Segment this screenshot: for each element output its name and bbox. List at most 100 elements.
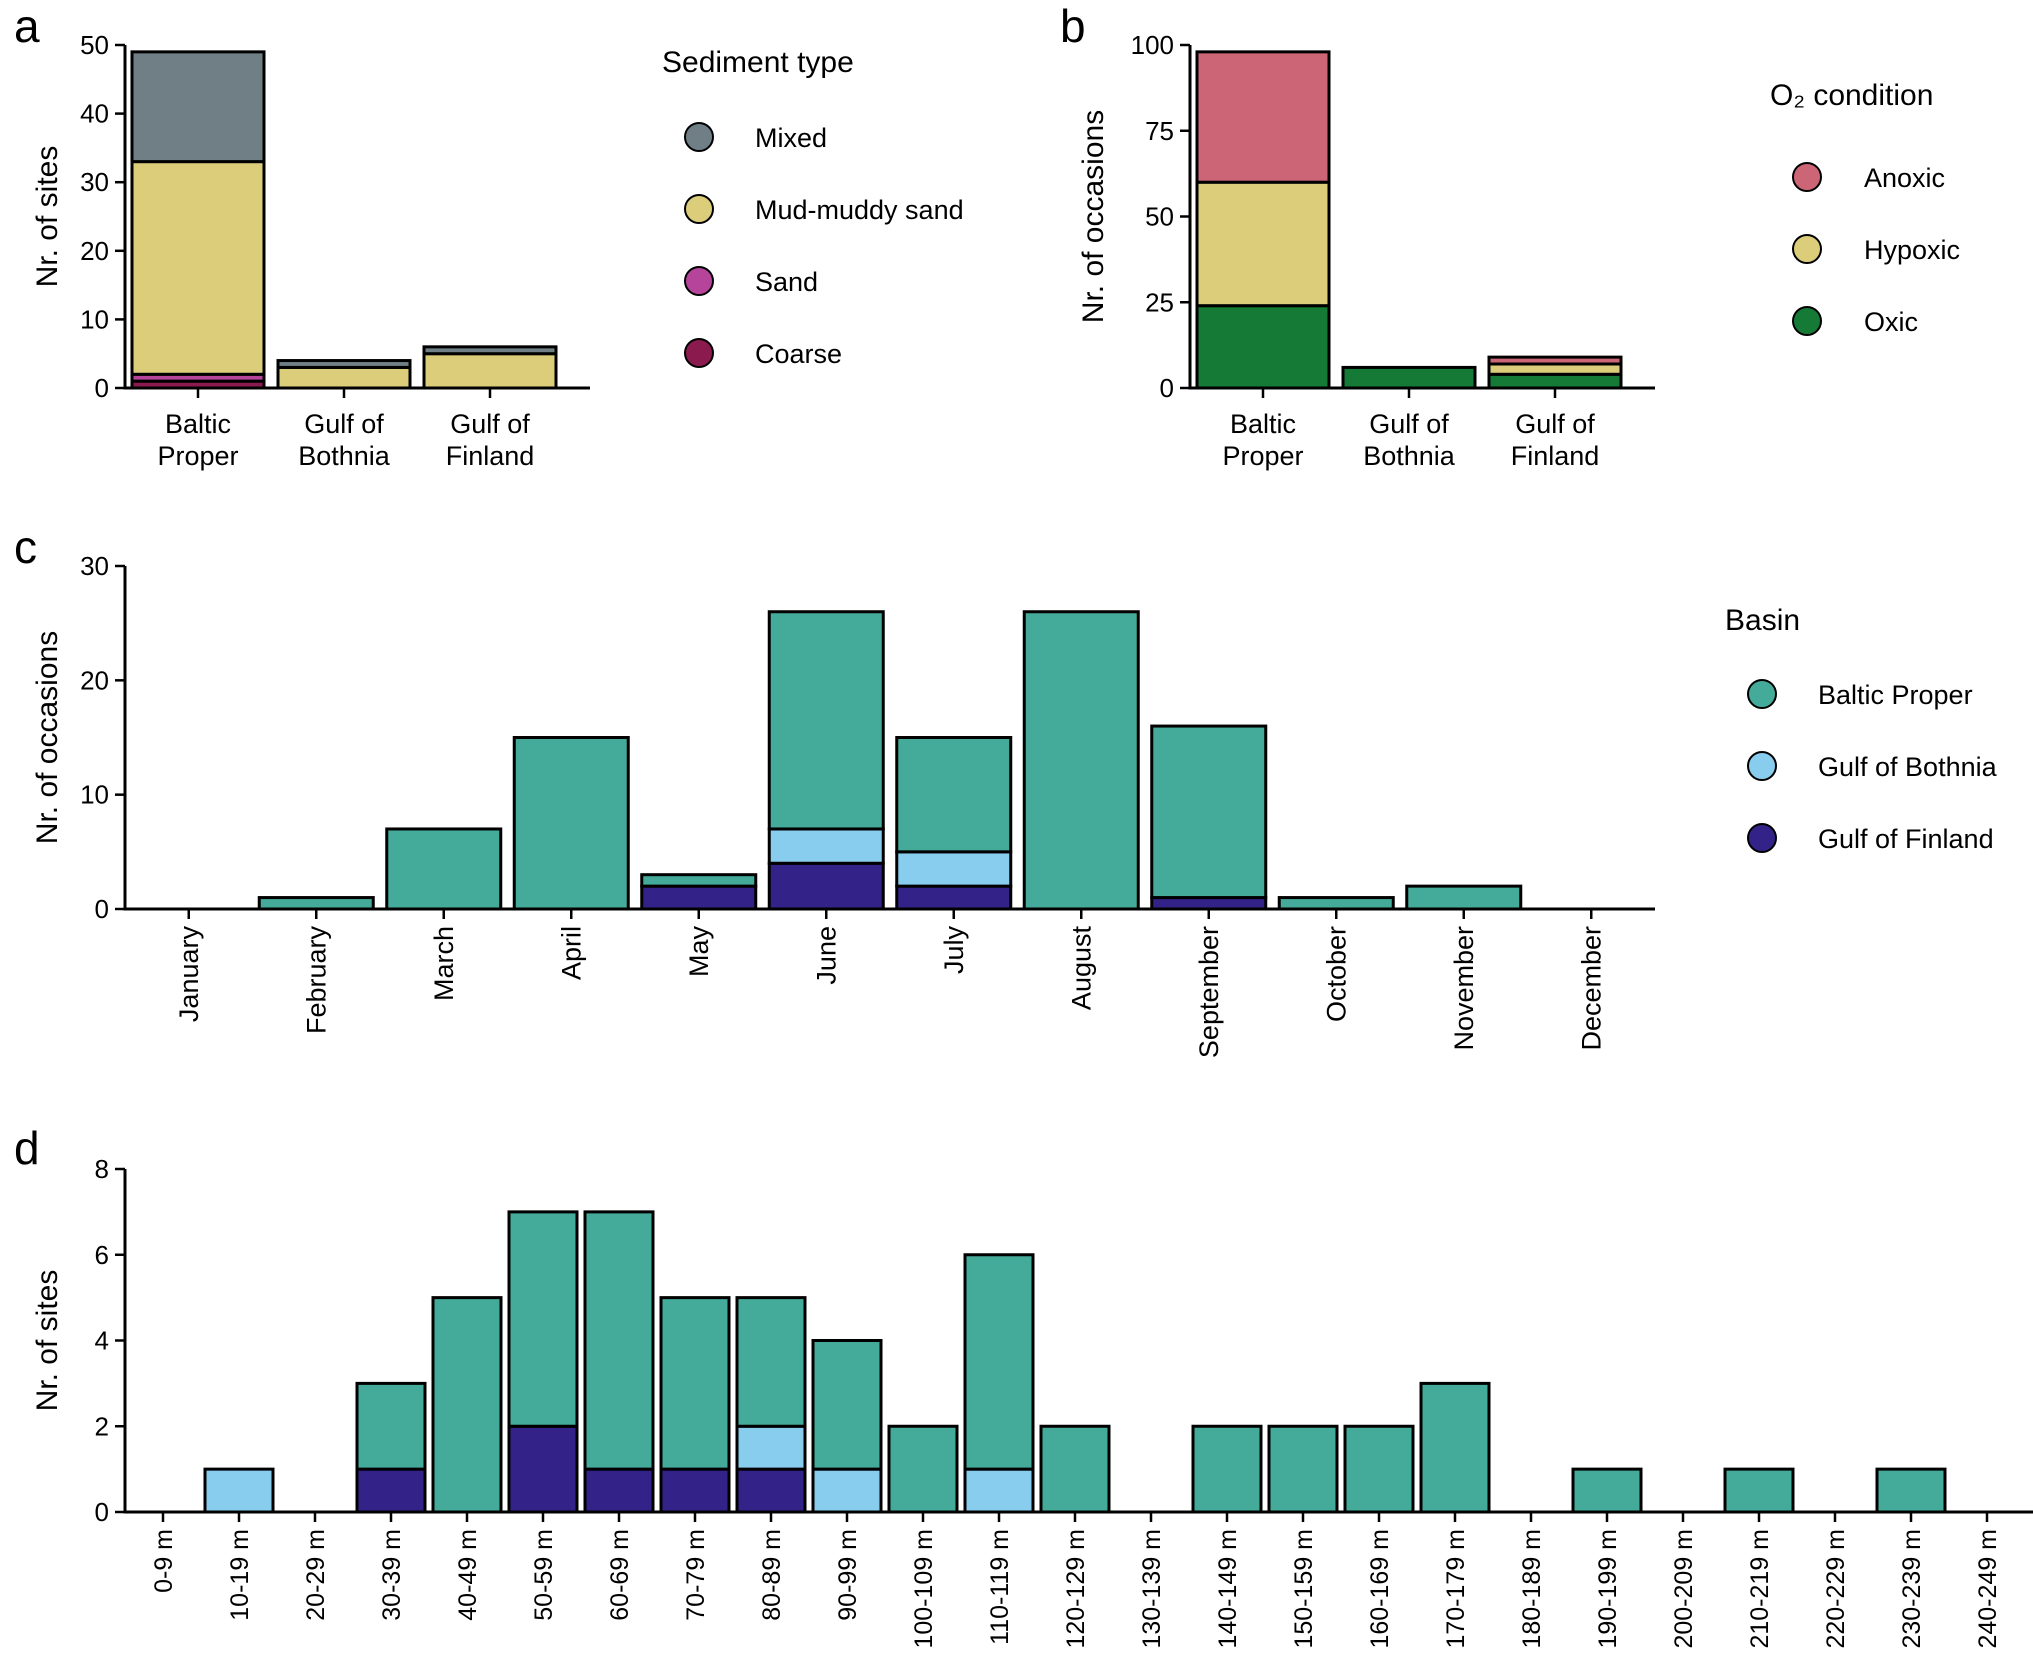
legend-swatch	[684, 266, 714, 296]
legend-entry: Oxic	[1864, 307, 1918, 337]
bar-segment	[422, 345, 558, 356]
bar-segment	[422, 352, 558, 390]
bar-segment	[767, 827, 885, 865]
bar-segment	[1875, 1467, 1947, 1514]
bar-segment	[512, 736, 630, 911]
x-tick-label: 0-9 m	[150, 1529, 178, 1593]
bar-segment	[355, 1467, 427, 1514]
y-tick-label: 0	[1160, 373, 1174, 403]
y-tick-label: 50	[1145, 202, 1174, 232]
bar-segment	[507, 1424, 579, 1514]
bar-segment	[767, 861, 885, 911]
x-tick-label: September	[1194, 926, 1224, 1058]
panel-label: a	[14, 0, 40, 52]
y-tick-label: 40	[80, 99, 109, 129]
x-tick-label: 20-29 m	[302, 1529, 330, 1621]
y-tick-label: 10	[80, 304, 109, 334]
x-tick-label: January	[174, 926, 204, 1023]
bar-segment	[659, 1467, 731, 1514]
x-tick-label: 160-169 m	[1366, 1529, 1394, 1649]
x-tick-label: 50-59 m	[530, 1529, 558, 1621]
x-tick-label: May	[684, 926, 714, 978]
bar-segment	[887, 1424, 959, 1514]
legend-swatch	[684, 122, 714, 152]
x-tick-label: 210-219 m	[1746, 1529, 1774, 1649]
x-tick-label: 140-149 m	[1214, 1529, 1242, 1649]
bar-segment	[1405, 884, 1523, 911]
legend-entry: Baltic Proper	[1818, 680, 1973, 710]
legend-entry: Hypoxic	[1864, 235, 1960, 265]
bar-segment	[963, 1253, 1035, 1471]
x-tick-label: 190-199 m	[1594, 1529, 1622, 1649]
bar-segment	[1343, 1424, 1415, 1514]
bar-segment	[385, 827, 503, 911]
x-tick-label: 30-39 m	[378, 1529, 406, 1621]
x-tick-label: Gulf of	[1369, 409, 1449, 439]
bar-segment	[1195, 304, 1331, 390]
bar-segment	[431, 1296, 503, 1514]
legend-swatch	[1747, 751, 1777, 781]
bar-segment	[735, 1296, 807, 1428]
x-tick-label: March	[429, 926, 459, 1001]
bar-segment	[811, 1467, 883, 1514]
y-tick-label: 8	[95, 1154, 109, 1184]
x-tick-label: 200-209 m	[1670, 1529, 1698, 1649]
y-tick-label: 20	[80, 665, 109, 695]
x-tick-label: Proper	[1222, 441, 1303, 471]
legend-entry: Gulf of Finland	[1818, 824, 1994, 854]
bar-segment	[767, 610, 885, 831]
legend-entry: Mixed	[755, 123, 827, 153]
legend-entry: Anoxic	[1864, 163, 1945, 193]
legend-entry: Gulf of Bothnia	[1818, 752, 1998, 782]
x-tick-label: November	[1449, 926, 1479, 1051]
legend-title: Basin	[1725, 604, 1800, 637]
legend-swatch	[684, 338, 714, 368]
legend-entry: Sand	[755, 267, 818, 297]
bar-segment	[203, 1467, 275, 1514]
x-tick-label: Gulf of	[304, 409, 384, 439]
x-tick-label: June	[811, 926, 841, 985]
bar-segment	[640, 884, 758, 911]
x-tick-label: Gulf of	[1515, 409, 1595, 439]
bar-segment	[507, 1210, 579, 1428]
bar-segment	[130, 50, 266, 164]
x-tick-label: 110-119 m	[986, 1529, 1014, 1645]
bar-segment	[355, 1381, 427, 1471]
bar-segment	[1039, 1424, 1111, 1514]
x-tick-label: 40-49 m	[454, 1529, 482, 1621]
legend-swatch	[1747, 823, 1777, 853]
legend-swatch	[1747, 679, 1777, 709]
x-tick-label: Baltic	[165, 409, 231, 439]
panel-label: b	[1060, 0, 1086, 52]
bar-segment	[1419, 1381, 1491, 1514]
x-tick-label: Bothnia	[1363, 441, 1456, 471]
bar-segment	[895, 850, 1013, 888]
bar-segment	[1277, 896, 1395, 911]
y-tick-label: 30	[80, 167, 109, 197]
x-tick-label: 130-139 m	[1138, 1529, 1166, 1649]
y-tick-label: 20	[80, 236, 109, 266]
x-tick-label: July	[939, 926, 969, 975]
x-tick-label: 70-79 m	[682, 1529, 710, 1621]
y-axis-label: Nr. of sites	[31, 1270, 64, 1412]
panel-label: c	[14, 521, 37, 573]
x-tick-label: 10-19 m	[226, 1529, 254, 1621]
x-tick-label: 90-99 m	[834, 1529, 862, 1621]
bar-segment	[895, 736, 1013, 854]
bar-segment	[130, 160, 266, 376]
bar-segment	[735, 1424, 807, 1471]
legend: Basin Baltic Proper Gulf of Bothnia Gulf of…	[1725, 604, 1998, 854]
x-tick-label: 240-249 m	[1974, 1529, 2002, 1649]
bar-segment	[1341, 365, 1477, 390]
legend-swatch	[1792, 234, 1822, 264]
x-tick-label: Bothnia	[298, 441, 391, 471]
bar-segment	[1487, 372, 1623, 390]
bar-segment	[1487, 362, 1623, 376]
bar-segment	[640, 873, 758, 888]
x-tick-label: August	[1066, 926, 1096, 1011]
x-tick-label: April	[556, 926, 586, 980]
bar-segment	[811, 1339, 883, 1471]
x-tick-label: Finland	[446, 441, 535, 471]
